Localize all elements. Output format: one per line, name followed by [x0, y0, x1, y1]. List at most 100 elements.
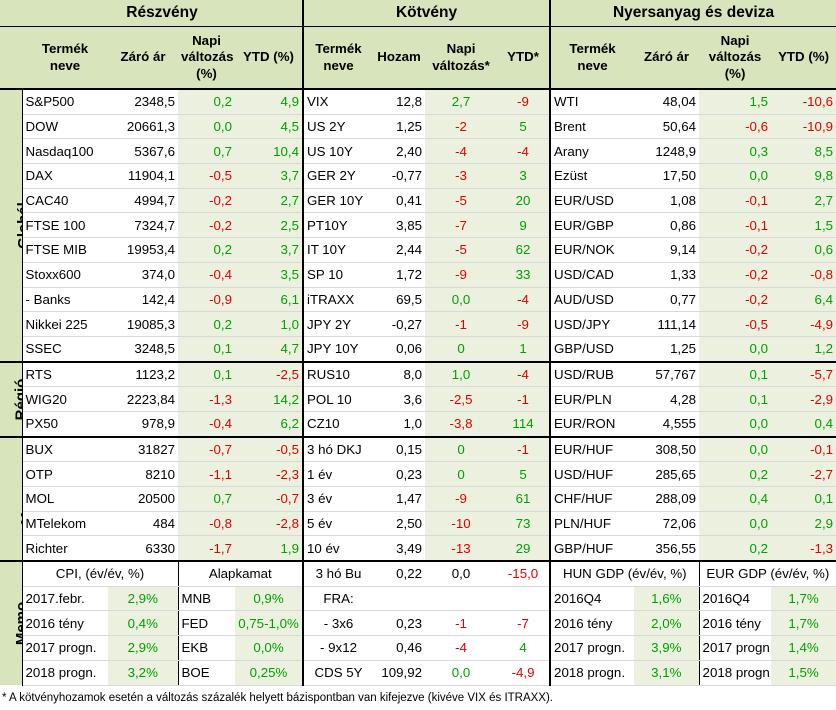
footnote: * A kötvényhozamok esetén a változás szá… [2, 692, 554, 704]
daily-change: 0,2 [699, 535, 772, 563]
close-value: 2,44 [373, 237, 426, 263]
ytd-change: 2,9 [771, 511, 836, 537]
product-name: USD/RUB [549, 361, 635, 388]
product-name: Arany [549, 138, 635, 165]
product-name: iTRAXX [302, 287, 374, 313]
memo-value: 2,9% [108, 586, 178, 612]
daily-change: -0,2 [699, 237, 772, 263]
product-name: - Banks [22, 287, 108, 313]
daily-change: -2,5 [425, 386, 498, 412]
ytd-change: -2,7 [771, 461, 836, 487]
memo-rate-title: Alapkamat [177, 561, 304, 587]
product-name: S&P500 [22, 89, 108, 115]
product-name: - 3x6 [302, 610, 374, 637]
ytd-change: 1,2 [771, 336, 836, 363]
memo-label: 2016 tény [698, 610, 772, 637]
product-name: JPY 2Y [302, 311, 374, 337]
ytd-change: 114 [497, 411, 551, 438]
product-name: Stoxx600 [22, 262, 108, 288]
daily-change: -1 [425, 311, 498, 337]
close-value: 308,50 [634, 436, 700, 463]
memo-row: 2017 progn. 2,9% EKB 0,0% - 9x12 0,46 -4 4 2017 … [0, 635, 836, 661]
close-value [373, 586, 426, 612]
daily-change: 0,0 [699, 411, 772, 438]
product-name: CAC40 [22, 188, 108, 214]
product-name: GER 10Y [302, 188, 374, 214]
product-name: PT10Y [302, 212, 374, 239]
product-name: US 2Y [302, 114, 374, 140]
ytd-change: -1 [497, 386, 551, 412]
close-value: 48,04 [634, 89, 700, 115]
daily-change: 0,2 [178, 89, 235, 115]
ytd-change: 2,5 [235, 212, 304, 239]
daily-change: 0,7 [178, 486, 235, 512]
ytd-change: 4,9 [235, 89, 304, 115]
region-label: Globál [0, 89, 23, 363]
daily-change: 0,1 [178, 361, 235, 388]
close-value: -0,77 [373, 163, 426, 189]
ytd-change: 6,1 [235, 287, 304, 313]
ytd-change: -1 [497, 436, 551, 463]
region-label-text: Magyar [17, 472, 22, 526]
ytd-change: -4 [497, 361, 551, 388]
product-name: Brent [549, 114, 635, 140]
column-header: YTD (%) [235, 26, 304, 90]
close-value: 1,33 [634, 262, 700, 288]
product-name: CHF/HUF [549, 486, 635, 512]
daily-change: 0,0 [699, 511, 772, 537]
daily-change: -1,3 [178, 386, 235, 412]
section-header-row: Részvény Kötvény Nyersanyag és deviza [0, 0, 836, 27]
close-value: 0,15 [373, 436, 426, 463]
table-row: Nasdaq100 5367,6 0,7 10,4 US 10Y 2,40 -4 -4 Aran… [0, 138, 836, 165]
daily-change: 1,0 [425, 361, 498, 388]
column-header: Napi változás (%) [178, 26, 235, 90]
ytd-change [497, 586, 551, 612]
product-name: 3 hó Bu [302, 561, 374, 587]
close-value: 4,28 [634, 386, 700, 412]
close-value: 0,46 [373, 635, 426, 661]
memo-eur-gdp-title: EUR GDP (év/év, %) [698, 561, 836, 587]
memo-label: MNB [177, 586, 235, 612]
daily-change: 0,0 [699, 163, 772, 189]
ytd-change: 20 [497, 188, 551, 214]
close-value: 1,47 [373, 486, 426, 512]
column-header: Napi változás (%) [699, 26, 772, 90]
close-value: 0,22 [373, 561, 426, 587]
memo-cpi-title: CPI, (év/év, %) [22, 561, 178, 587]
ytd-change: -10,9 [771, 114, 836, 140]
memo-label: 2016 tény [22, 610, 108, 637]
column-header: Hozam [373, 26, 426, 90]
close-value: 17,50 [634, 163, 700, 189]
memo-label: 2016Q4 [549, 586, 635, 612]
daily-change: -7 [425, 212, 498, 239]
close-value: 3,6 [373, 386, 426, 412]
product-name: Richter [22, 535, 108, 563]
close-value: 142,4 [108, 287, 178, 313]
memo-label: 2017 progn. [22, 635, 108, 661]
close-value: 0,41 [373, 188, 426, 214]
product-name: EUR/USD [549, 188, 635, 214]
memo-value: 2,0% [634, 610, 700, 637]
daily-change: -0,4 [178, 411, 235, 438]
table-row: - Banks 142,4 -0,9 6,1 iTRAXX 69,5 0,0 -4 AUD/US… [0, 287, 836, 313]
close-value: 5367,6 [108, 138, 178, 165]
region-label-text: Régió [12, 378, 22, 420]
close-value: -0,27 [373, 311, 426, 337]
close-value: 1,25 [634, 336, 700, 363]
close-value: 19085,3 [108, 311, 178, 337]
region-label: Magyar [0, 436, 23, 563]
close-value: 6330 [108, 535, 178, 563]
daily-change: -0,4 [178, 262, 235, 288]
close-value: 1,0 [373, 411, 426, 438]
table-row: DOW 20661,3 0,0 4,5 US 2Y 1,25 -2 5 Brent 50,64 -0… [0, 114, 836, 140]
ytd-change: 6,4 [771, 287, 836, 313]
ytd-change: -2,5 [235, 361, 304, 388]
memo-value: 1,7% [771, 610, 836, 637]
daily-change: 0 [425, 461, 498, 487]
ytd-change: -1,3 [771, 535, 836, 563]
daily-change: -5 [425, 188, 498, 214]
close-value: 69,5 [373, 287, 426, 313]
data-table: Részvény Kötvény Nyersanyag és deviza Termé… [0, 0, 836, 686]
close-value: 0,23 [373, 610, 426, 637]
memo-label: 2017.febr. [22, 586, 108, 612]
